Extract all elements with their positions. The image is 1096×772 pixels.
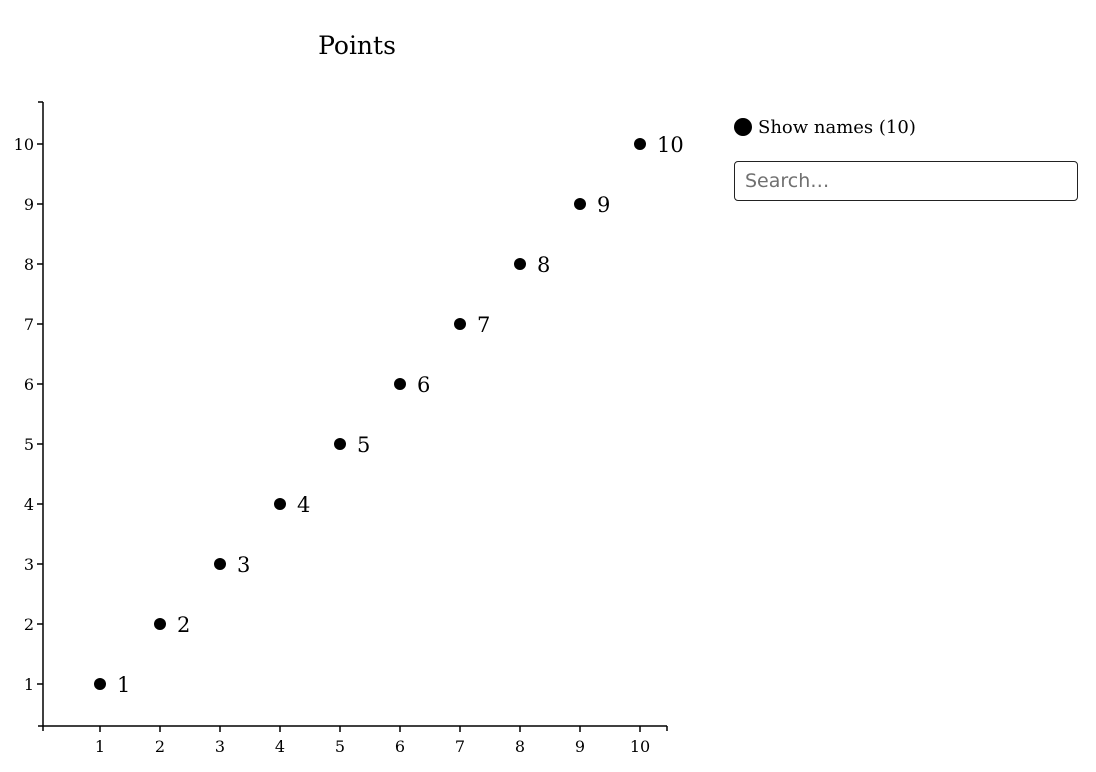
y-tick-label: 7 (24, 315, 34, 334)
y-tick-label: 8 (24, 255, 34, 274)
y-tick-label: 2 (24, 615, 34, 634)
data-point (514, 258, 526, 270)
chart-title: Points (318, 31, 396, 60)
data-point-label: 9 (597, 193, 610, 217)
control-panel: Show names (10) (734, 113, 1078, 201)
x-tick-label: 8 (515, 737, 525, 756)
show-names-label: Show names (10) (758, 116, 916, 138)
data-point (634, 138, 646, 150)
y-tick-label: 9 (24, 195, 34, 214)
chart-marks: 1 2 3 4 5 6 7 8 9 10 (94, 133, 684, 697)
y-tick-label: 3 (24, 555, 34, 574)
data-point-label: 10 (657, 133, 684, 157)
x-tick-label: 3 (215, 737, 225, 756)
chart-axes: 1 2 3 4 5 6 7 8 9 10 1 2 3 4 5 6 7 8 9 10 (14, 101, 668, 756)
data-point-label: 5 (357, 433, 370, 457)
data-point (454, 318, 466, 330)
y-tick-label: 6 (24, 375, 34, 394)
y-tick-label: 10 (14, 135, 34, 154)
data-point (274, 498, 286, 510)
data-point-label: 3 (237, 553, 250, 577)
search-input[interactable] (734, 161, 1078, 201)
data-point-label: 1 (117, 673, 130, 697)
show-names-toggle[interactable]: Show names (10) (734, 113, 1078, 141)
y-tick-label: 4 (24, 495, 34, 514)
data-point (574, 198, 586, 210)
data-point (94, 678, 106, 690)
x-tick-label: 6 (395, 737, 405, 756)
data-point-label: 2 (177, 613, 190, 637)
data-point-label: 4 (297, 493, 310, 517)
y-tick-label: 5 (24, 435, 34, 454)
data-point (334, 438, 346, 450)
y-tick-label: 1 (24, 675, 34, 694)
data-point-label: 6 (417, 373, 430, 397)
x-tick-label: 10 (630, 737, 650, 756)
x-tick-label: 9 (575, 737, 585, 756)
data-point (394, 378, 406, 390)
x-tick-label: 5 (335, 737, 345, 756)
data-point-label: 8 (537, 253, 550, 277)
data-point-label: 7 (477, 313, 490, 337)
x-tick-label: 1 (95, 737, 105, 756)
data-point (154, 618, 166, 630)
x-tick-label: 4 (275, 737, 285, 756)
legend-dot-icon (734, 118, 752, 136)
x-tick-label: 2 (155, 737, 165, 756)
data-point (214, 558, 226, 570)
x-tick-label: 7 (455, 737, 465, 756)
